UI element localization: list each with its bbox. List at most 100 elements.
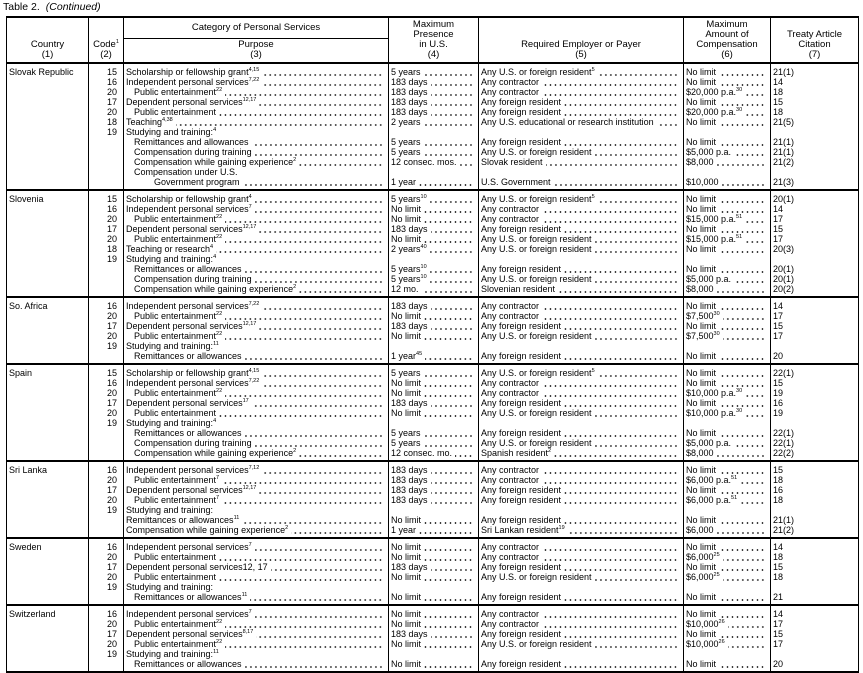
compensation-value-text: No limit [686, 244, 717, 254]
dot-leader [262, 84, 383, 86]
compensation-cell [683, 167, 771, 177]
purpose-text: Dependent personal services12, 17 [126, 562, 268, 572]
presence-value: 183 days [391, 301, 428, 311]
code-cell [88, 659, 124, 673]
citation-cell: 18 [770, 572, 859, 582]
compensation-value-wrap: No limit [686, 398, 768, 408]
purpose-text-wrap: Remittances or allowances [134, 428, 386, 438]
presence-value-wrap: 183 days [391, 629, 476, 639]
dot-leader [430, 114, 473, 116]
presence-value-text: No limit [391, 311, 422, 321]
employer-value-text: Any U.S. or foreign resident [481, 438, 592, 448]
country-cell [6, 97, 89, 107]
purpose-text: Independent personal services7,22 [126, 301, 259, 311]
compensation-value-wrap: $7,50030 [686, 311, 768, 321]
continued-label: (Continued) [45, 1, 101, 13]
employer-value: U.S. Government [481, 177, 551, 187]
country-cell [6, 505, 89, 515]
citation-value: 20(1) [773, 194, 795, 204]
purpose-cell: Dependent personal services12,17 [123, 485, 389, 495]
citation-value: 20 [773, 659, 784, 669]
employer-value: Any contractor [481, 301, 539, 311]
dot-leader [564, 114, 678, 116]
dot-leader [423, 435, 473, 437]
compensation-value: No limit [686, 77, 716, 87]
purpose-cell: Public entertainment22 [123, 214, 389, 224]
dot-leader [262, 472, 383, 474]
compensation-value-text: $5,000 p.a. [686, 274, 732, 284]
country-name: Sri Lanka [9, 465, 48, 475]
purpose-text: Studying and training:11 [126, 341, 219, 351]
presence-value: 2 years [391, 117, 421, 127]
employer-value-text: Any foreign resident [481, 97, 562, 107]
code-cell: 20 [88, 214, 124, 224]
code-cell: 19 [88, 649, 124, 659]
employer-value-wrap: Any U.S. or foreign resident [481, 147, 681, 157]
employer-value-wrap: Any foreign resident [481, 495, 681, 505]
employer-value: Any foreign resident [481, 659, 561, 669]
table-row: 20 Public entertainment22 No limit Any cont… [6, 388, 859, 398]
table-row: 19 Studying and training: [6, 505, 859, 515]
employer-value-text: Any U.S. or foreign resident [481, 244, 592, 254]
employer-value-text: Any contractor [481, 475, 540, 485]
compensation-value-text: No limit [686, 592, 717, 602]
presence-cell: 183 days [388, 629, 479, 639]
employer-cell [478, 418, 684, 428]
dot-leader [567, 532, 678, 534]
country-cell [6, 438, 89, 448]
footnote-ref: 10 [420, 264, 427, 270]
dot-leader [564, 522, 678, 524]
employer-value: Any U.S. or foreign resident5 [481, 368, 595, 378]
presence-value-wrap: No limit [391, 659, 476, 669]
purpose-cell: Dependent personal services12, 17 [123, 562, 389, 572]
purpose-text-text: Public entertainment [134, 495, 217, 505]
compensation-cell: $5,000 p.a. [683, 147, 771, 157]
compensation-cell: $10,000 [683, 177, 771, 190]
compensation-value: No limit [686, 562, 716, 572]
country-cell [6, 552, 89, 562]
code-cell: 20 [88, 87, 124, 97]
country-cell [6, 284, 89, 297]
presence-cell: No limit [388, 659, 479, 673]
presence-value-text: 5 years [391, 368, 421, 378]
footnote-ref: 5 [591, 368, 595, 374]
employer-value-wrap: Any contractor [481, 475, 681, 485]
header-category: Category of Personal Services [123, 16, 389, 39]
employer-value: Any contractor [481, 542, 539, 552]
citation-cell: 16 [770, 485, 859, 495]
dot-leader [745, 114, 765, 116]
compensation-cell: No limit [683, 62, 771, 77]
compensation-cell: No limit [683, 604, 771, 619]
employer-value: Any U.S. educational or research institu… [481, 117, 654, 127]
dot-leader [459, 164, 473, 166]
dot-leader [542, 211, 678, 213]
presence-value-text: No limit [391, 572, 422, 582]
code-cell [88, 147, 124, 157]
purpose-text: Independent personal services7,12 [126, 465, 259, 475]
presence-cell: No limit [388, 572, 479, 582]
employer-value-text: Any foreign resident [481, 592, 562, 602]
table-number: Table 2. [3, 1, 40, 13]
footnote-ref: 22 [216, 87, 223, 93]
purpose-text-text: Public entertainment [134, 408, 217, 418]
purpose-text-text: Studying and training: [126, 582, 214, 592]
dot-leader [564, 144, 678, 146]
employer-value-wrap: Any U.S. or foreign resident [481, 572, 681, 582]
presence-cell: 183 days [388, 224, 479, 234]
country-cell [6, 388, 89, 398]
dot-leader [558, 291, 678, 293]
country-cell: Slovak Republic [6, 62, 89, 77]
footnote-ref: 30 [713, 331, 720, 337]
presence-cell: 12 consec. mo. [388, 448, 479, 461]
presence-value: 1 year45 [391, 351, 422, 361]
country-cell [6, 274, 89, 284]
presence-value-wrap: 12 mo. [391, 284, 476, 294]
compensation-value: No limit [686, 264, 716, 274]
purpose-text-text: Teaching [126, 117, 163, 127]
citation-cell [770, 582, 859, 592]
employer-cell: Any foreign resident [478, 485, 684, 495]
presence-value-wrap: 5 years [391, 147, 476, 157]
country-cell [6, 582, 89, 592]
code-cell: 20 [88, 408, 124, 418]
code-cell: 20 [88, 572, 124, 582]
